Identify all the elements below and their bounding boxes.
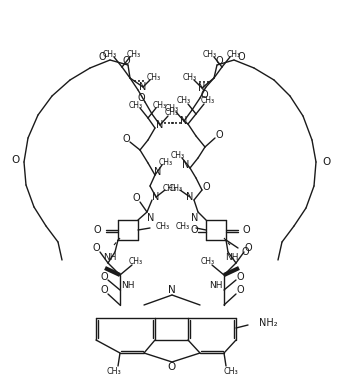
Text: O: O [202,182,210,192]
Text: CH₃: CH₃ [107,368,121,376]
Text: O: O [190,225,198,235]
Text: •••: ••• [198,80,210,86]
Text: •••: ••• [163,121,175,127]
Text: N: N [180,116,188,126]
Text: O: O [244,243,252,253]
Text: CH₃: CH₃ [201,258,215,266]
Text: CH₃: CH₃ [129,258,143,266]
Text: •••: ••• [170,121,182,127]
Text: CH₃: CH₃ [183,72,197,82]
Text: CH₃: CH₃ [129,101,143,109]
Text: CH₃: CH₃ [201,96,215,104]
Text: CH₃: CH₃ [169,184,183,192]
Text: CH₃: CH₃ [156,221,170,231]
Text: N: N [182,160,190,170]
Text: CH₃: CH₃ [224,368,238,376]
Text: O: O [236,285,244,295]
Text: O: O [238,52,246,62]
Text: CH₃: CH₃ [227,50,241,59]
Text: O: O [100,272,108,282]
Text: NH: NH [121,282,135,290]
Text: CH₃: CH₃ [176,221,190,231]
Text: CH₃: CH₃ [163,184,177,192]
Text: N: N [168,285,176,295]
Text: N: N [191,213,198,223]
Text: CH₃: CH₃ [153,101,167,109]
Text: N: N [198,83,206,93]
Text: O: O [215,56,223,66]
Text: O: O [243,225,251,235]
Text: CH₃: CH₃ [165,107,179,117]
Text: CH₃: CH₃ [203,50,217,59]
Text: O: O [122,56,130,66]
Text: NH: NH [225,253,239,263]
Text: O: O [12,155,20,165]
Text: O: O [215,130,223,140]
Text: O: O [122,134,130,144]
Text: N: N [156,120,164,130]
Text: N: N [186,192,194,202]
Text: CH₃: CH₃ [127,50,141,59]
Text: •••: ••• [133,79,145,85]
Text: NH: NH [209,282,223,290]
Text: O: O [242,247,250,257]
Text: N: N [152,192,160,202]
Text: CH₃: CH₃ [159,157,173,166]
Text: O: O [132,193,140,203]
Text: N: N [147,213,154,223]
Text: O: O [168,362,176,372]
Text: O: O [100,285,108,295]
Text: NH₂: NH₂ [259,318,277,328]
Text: O: O [93,225,101,235]
Text: CH₃: CH₃ [171,150,185,160]
Text: O: O [137,93,145,103]
Text: O: O [98,52,106,62]
Text: CH₃: CH₃ [103,50,117,59]
Text: O: O [322,157,330,167]
Text: O: O [236,272,244,282]
Text: NH: NH [103,253,117,263]
Text: CH₃: CH₃ [165,104,179,112]
Text: CH₃: CH₃ [147,72,161,82]
Text: N: N [139,82,147,92]
Text: CH₃: CH₃ [177,96,191,104]
Text: N: N [154,167,162,177]
Text: O: O [200,90,208,100]
Text: O: O [92,243,100,253]
